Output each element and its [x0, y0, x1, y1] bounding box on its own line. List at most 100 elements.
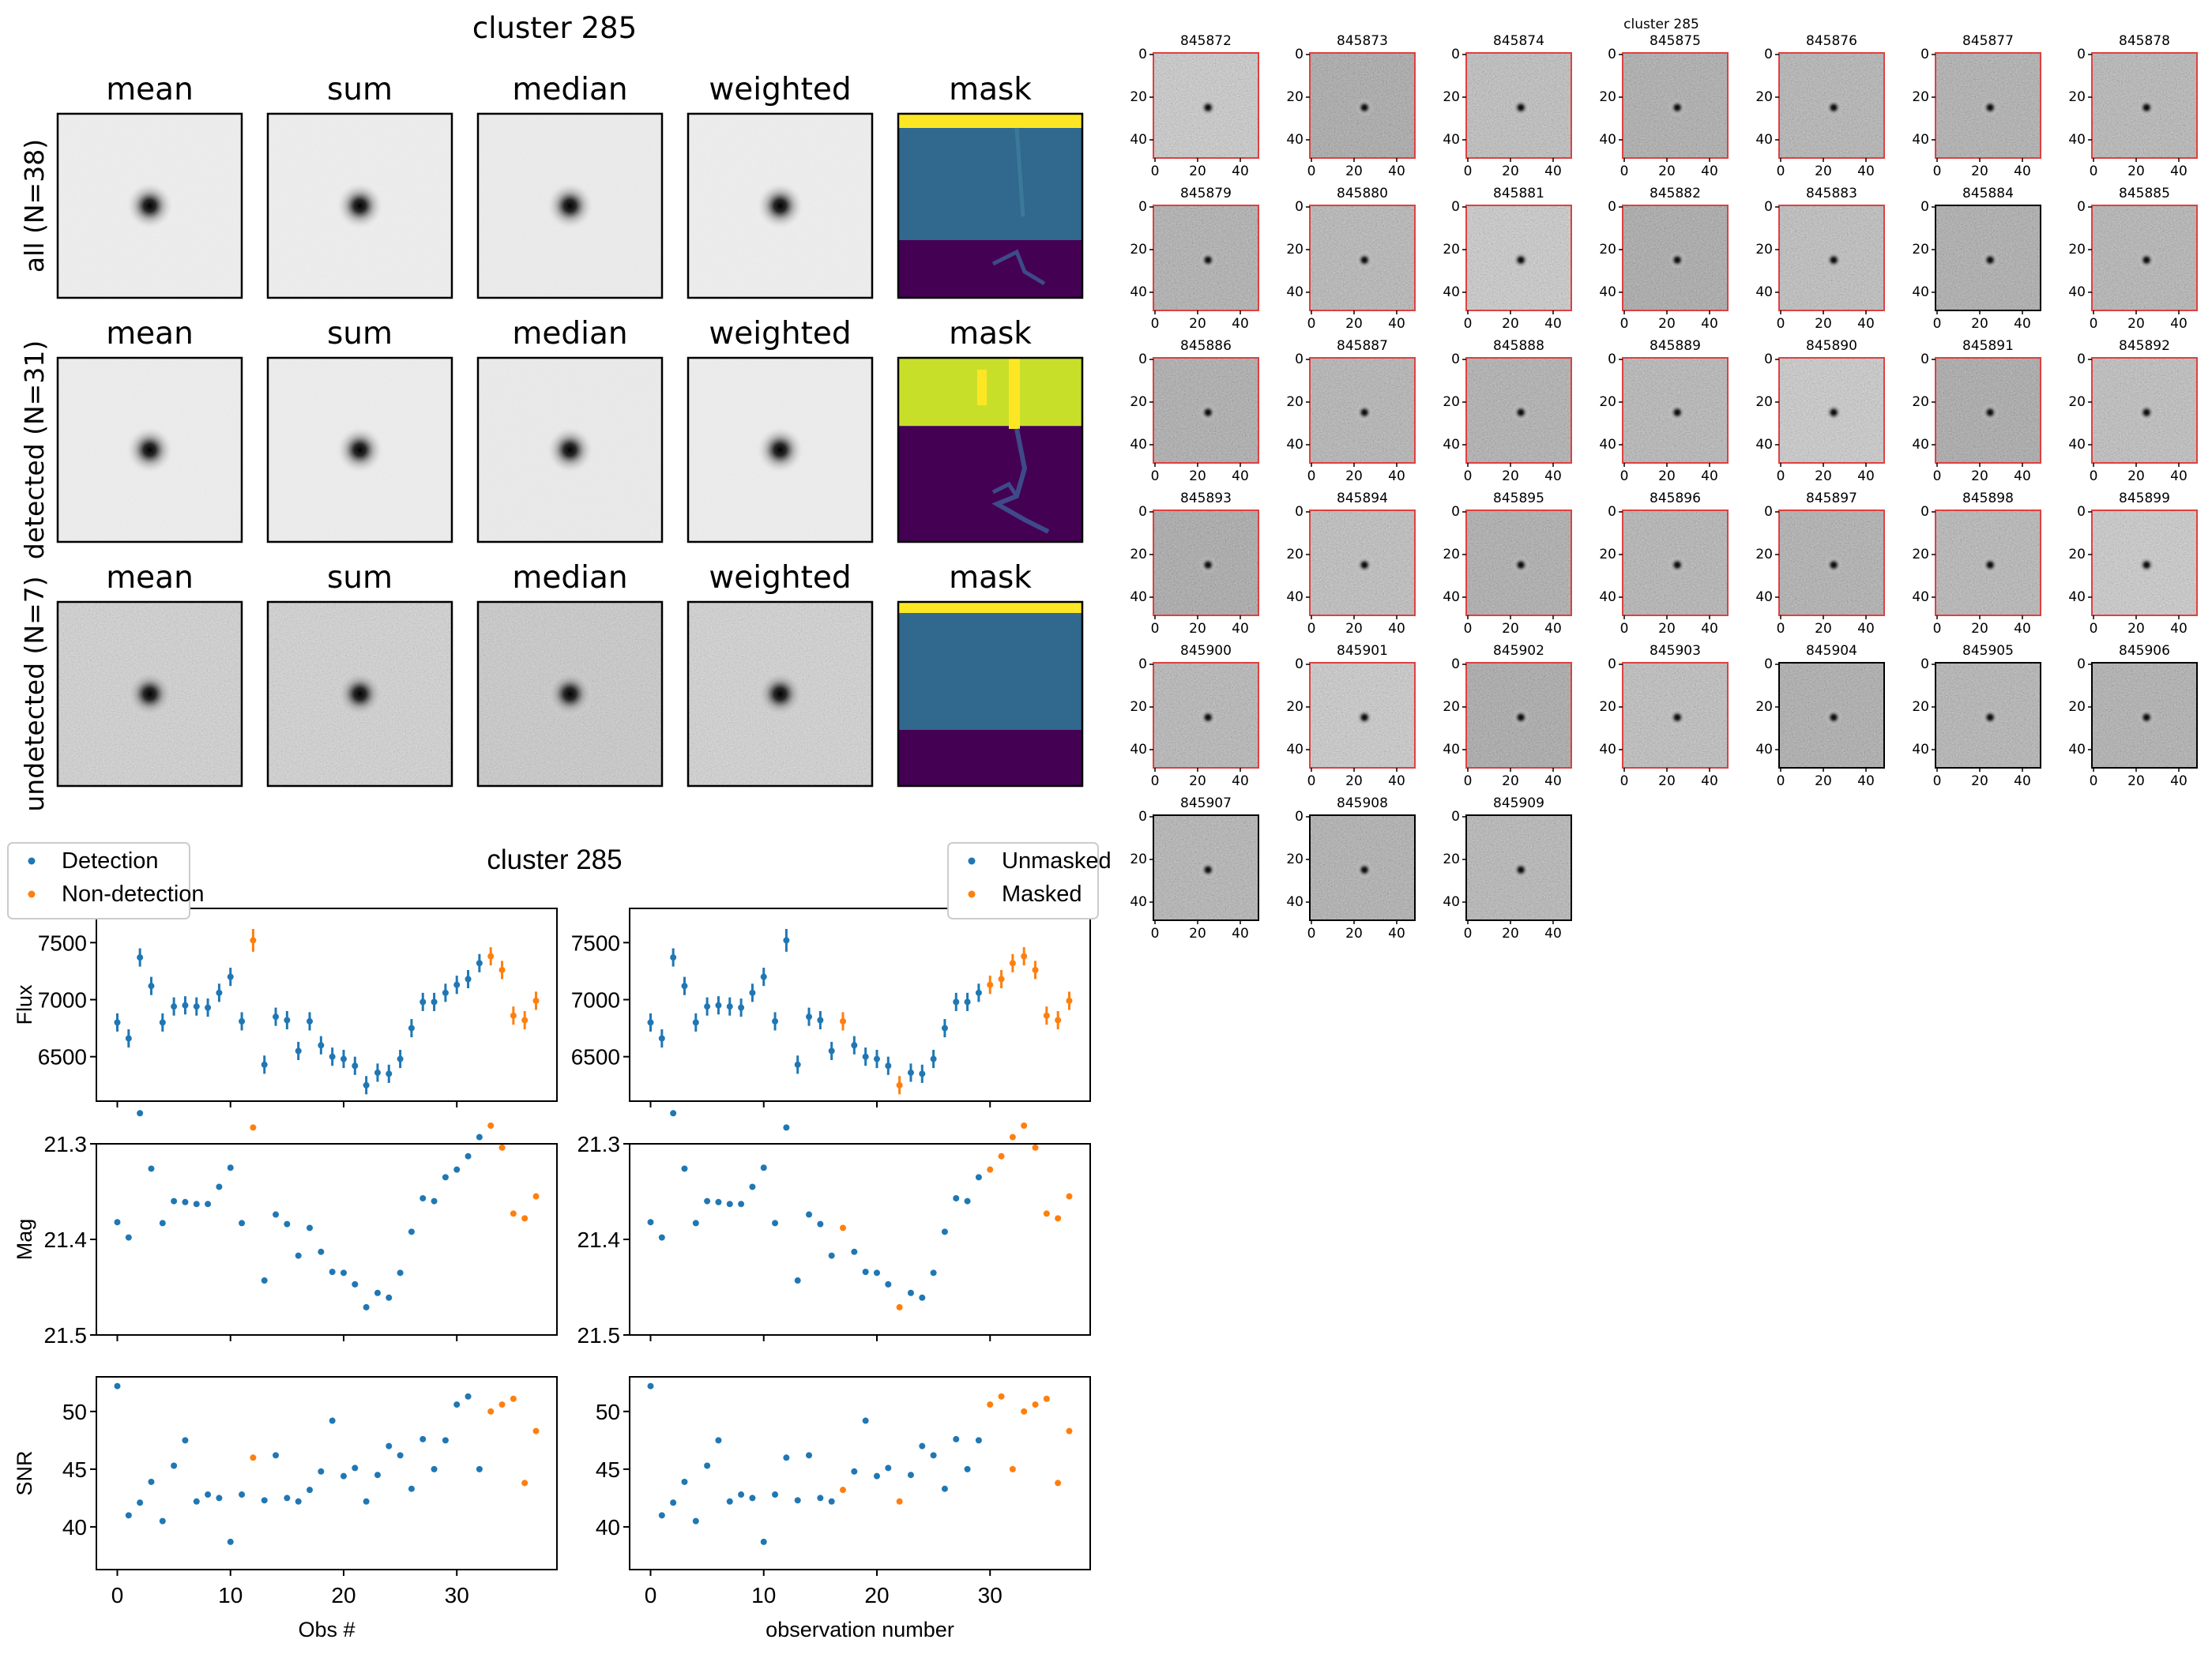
stack-column-title: mask [949, 316, 1032, 352]
data-point [1021, 1408, 1028, 1415]
cutout-y-tick: 40 [1443, 437, 1460, 453]
data-point [273, 1452, 280, 1459]
cutout-y-tick: 0 [1451, 656, 1460, 672]
cutout-y-tick: 40 [1599, 589, 1616, 605]
cutout-y-tick: 0 [2077, 199, 2086, 215]
cutout-x-tick: 40 [1701, 468, 1718, 484]
y-tick-label: 40 [596, 1515, 620, 1540]
cutout-x-tick: 40 [2014, 468, 2031, 484]
data-point [510, 1006, 517, 1025]
data-point [148, 1165, 155, 1172]
cutout-y-tick: 40 [1286, 284, 1304, 300]
y-tick-label: 21.5 [577, 1323, 621, 1348]
data-point [692, 1517, 699, 1525]
legend: Detection Non-detection [7, 842, 205, 919]
cutout-x-tick: 40 [1701, 773, 1718, 789]
cutout-y-tick: 20 [2068, 242, 2086, 258]
data-point [386, 1064, 393, 1083]
cutout-y-tick: 40 [1443, 132, 1460, 148]
cutout-y-tick: 20 [1755, 242, 1773, 258]
cutout-id: 845909 [1493, 795, 1544, 811]
data-point [216, 983, 223, 1002]
stack-column-title: median [512, 316, 627, 352]
cutout-y-tick: 20 [1443, 547, 1460, 562]
data-point [715, 1198, 722, 1205]
mag-axes: 21.3 21.4 21.5 Mag [13, 1110, 558, 1348]
data-point [465, 1152, 472, 1160]
cutout-y-tick: 0 [1451, 47, 1460, 62]
data-point [374, 1063, 381, 1082]
data-point [1021, 947, 1028, 966]
cutout-y-tick: 0 [1451, 199, 1460, 215]
data-point [738, 1491, 745, 1498]
cutout-x-tick: 0 [1777, 468, 1785, 484]
cutout-y-tick: 40 [1443, 894, 1460, 910]
data-point [726, 1201, 733, 1208]
cutout-y-tick: 40 [1286, 589, 1304, 605]
cutout-id: 845907 [1180, 795, 1232, 811]
data-point [760, 968, 767, 987]
cutout-x-tick: 0 [1151, 468, 1160, 484]
cutout-x-tick: 0 [1620, 316, 1629, 332]
cutout-x-tick: 20 [1971, 773, 1988, 789]
cutout-id: 845882 [1650, 186, 1701, 201]
cutout-y-tick: 0 [1920, 352, 1929, 367]
cutout-y-tick: 0 [1451, 352, 1460, 367]
cutout-panel: 845877 0 20 40 0 20 40 [1912, 33, 2041, 179]
cutout-id: 845898 [1962, 491, 2014, 506]
cutout-y-tick: 0 [2077, 47, 2086, 62]
data-point [227, 1164, 234, 1171]
data-point [828, 1498, 835, 1505]
cutout-y-tick: 20 [2068, 699, 2086, 715]
cutout-x-tick: 40 [1857, 773, 1875, 789]
cutout-x-tick: 20 [1815, 773, 1832, 789]
data-point [772, 1491, 779, 1498]
y-tick-label: 7500 [571, 931, 620, 955]
cutout-x-tick: 20 [1658, 468, 1676, 484]
cutout-y-tick: 20 [1443, 89, 1460, 105]
data-point [896, 1076, 903, 1095]
data-point [658, 1512, 665, 1519]
cutout-y-tick: 40 [2068, 132, 2086, 148]
cutout-x-tick: 40 [1544, 164, 1562, 179]
data-point [1032, 1144, 1039, 1151]
data-point [159, 1517, 166, 1525]
cutout-y-tick: 40 [2068, 589, 2086, 605]
data-point [964, 992, 971, 1011]
stack-image [56, 356, 243, 543]
data-point [182, 1198, 189, 1205]
data-point [817, 1495, 824, 1502]
mask-image [897, 112, 1084, 299]
cutout-y-tick: 20 [1443, 394, 1460, 410]
cutout-y-tick: 0 [1764, 504, 1773, 520]
stack-column-title: sum [327, 316, 393, 352]
data-point [704, 1462, 711, 1469]
y-tick-label: 50 [62, 1400, 87, 1424]
data-point [1066, 1427, 1073, 1435]
data-point [930, 1269, 937, 1277]
cutout-y-tick: 20 [1599, 394, 1616, 410]
cutout-x-tick: 40 [1701, 316, 1718, 332]
data-point [772, 1012, 779, 1031]
cutout-y-tick: 0 [1138, 809, 1147, 825]
cutout-x-tick: 20 [1815, 621, 1832, 637]
cutout-y-tick: 20 [1130, 89, 1147, 105]
data-point [964, 1465, 971, 1472]
cutout-y-tick: 0 [1920, 504, 1929, 520]
data-point [998, 969, 1005, 989]
data-point [760, 1164, 767, 1171]
cutout-x-tick: 0 [1933, 164, 1942, 179]
cutout-x-tick: 0 [2090, 164, 2098, 179]
y-tick-label: 7000 [571, 988, 620, 1013]
data-point [137, 948, 144, 967]
data-point [171, 1198, 178, 1205]
data-point [953, 1435, 960, 1442]
cutout-x-tick: 20 [1189, 316, 1206, 332]
cutout-y-tick: 40 [1755, 589, 1773, 605]
data-point [408, 1019, 415, 1038]
